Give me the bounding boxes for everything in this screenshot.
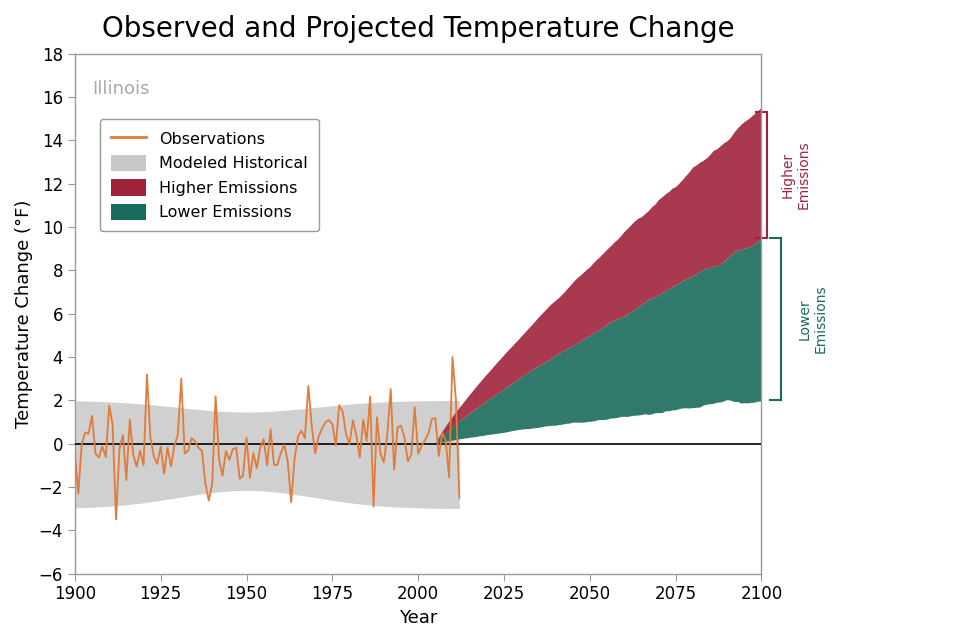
Title: Observed and Projected Temperature Change: Observed and Projected Temperature Chang… (101, 15, 734, 43)
Y-axis label: Temperature Change (°F): Temperature Change (°F) (15, 200, 33, 428)
Text: Illinois: Illinois (92, 80, 149, 98)
Text: Lower
Emissions: Lower Emissions (798, 285, 828, 353)
X-axis label: Year: Year (399, 609, 438, 627)
Text: Higher
Emissions: Higher Emissions (781, 141, 811, 209)
Legend: Observations, Modeled Historical, Higher Emissions, Lower Emissions: Observations, Modeled Historical, Higher… (100, 119, 319, 232)
